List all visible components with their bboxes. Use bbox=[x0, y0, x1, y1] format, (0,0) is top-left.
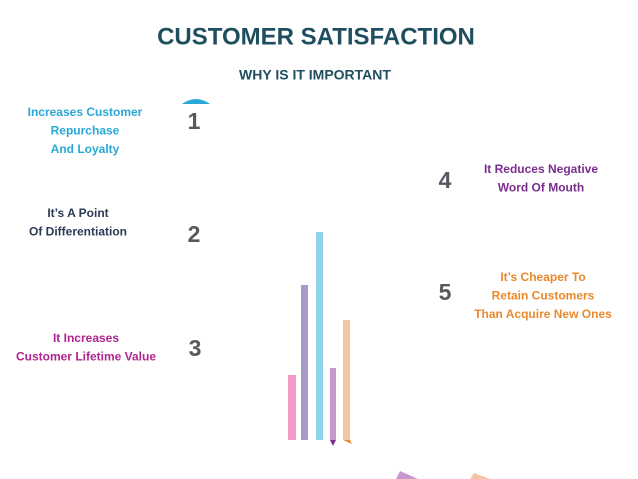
item-text: Than Acquire New Ones bbox=[474, 307, 612, 321]
item-text: Of Differentiation bbox=[29, 225, 127, 239]
item-text: It Increases bbox=[53, 331, 119, 345]
item-text: Increases Customer bbox=[28, 105, 143, 119]
decor-tip bbox=[343, 440, 352, 444]
decor-tip bbox=[330, 440, 336, 446]
decor-shape bbox=[396, 471, 418, 479]
item-text: Customer Lifetime Value bbox=[16, 350, 156, 364]
item-text: Repurchase bbox=[51, 124, 120, 138]
item-number: 4 bbox=[439, 167, 452, 193]
decoration bbox=[182, 99, 210, 104]
item-text: It Reduces Negative bbox=[484, 162, 598, 176]
item-text: And Loyalty bbox=[51, 142, 120, 156]
decor-bar bbox=[301, 285, 308, 440]
decorative-bars bbox=[288, 232, 490, 479]
decor-shape bbox=[470, 473, 490, 479]
item-number: 5 bbox=[439, 279, 452, 305]
decor-bar bbox=[330, 368, 336, 440]
item-text: Retain Customers bbox=[492, 289, 595, 303]
item-number: 3 bbox=[189, 335, 202, 361]
title: CUSTOMER SATISFACTION bbox=[157, 23, 475, 50]
item-number: 1 bbox=[188, 108, 201, 134]
item-text: It’s A Point bbox=[47, 206, 108, 220]
item-text: Word Of Mouth bbox=[498, 181, 584, 195]
item-number: 2 bbox=[188, 221, 201, 247]
decor-bar bbox=[316, 232, 323, 440]
decor-bar bbox=[343, 320, 350, 440]
items: 1 Increases Customer Repurchase And Loyalty… bbox=[16, 105, 612, 364]
decor-bar bbox=[288, 375, 296, 440]
subtitle: WHY IS IT IMPORTANT bbox=[239, 67, 391, 83]
item-text: It’s Cheaper To bbox=[500, 270, 585, 284]
